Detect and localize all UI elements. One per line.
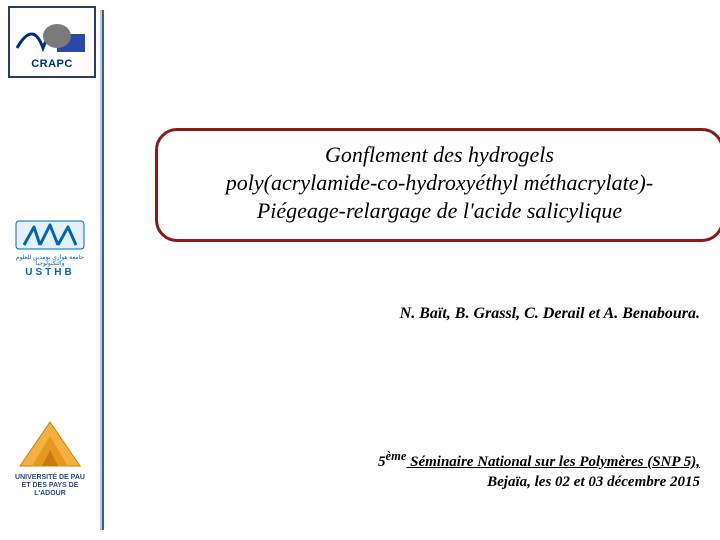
crapc-icon (13, 14, 91, 56)
authors-line: N. Baït, B. Grassl, C. Derail et A. Bena… (260, 305, 700, 323)
title-line-3: Piégeage-relargage de l'acide salicyliqu… (172, 197, 707, 225)
logo-crapc: CRAPC (8, 6, 96, 78)
conf-ordinal-num: 5 (378, 454, 386, 470)
pau-label: UNIVERSITÉ DE PAU ET DES PAYS DE L'ADOUR (8, 472, 92, 497)
usthb-icon (10, 215, 90, 255)
conf-line-2: Bejaïa, les 02 et 03 décembre 2015 (487, 474, 700, 490)
title-box: Gonflement des hydrogels poly(acrylamide… (155, 128, 720, 242)
crapc-label: CRAPC (31, 58, 73, 70)
title-line-1: Gonflement des hydrogels (172, 141, 707, 169)
usthb-label: USTHB (25, 267, 74, 278)
conf-ordinal-sup: ème (386, 449, 407, 463)
conf-line-1: Séminaire National sur les Polymères (SN… (406, 454, 700, 470)
side-accent-strip (100, 10, 104, 530)
logo-univ-pau: UNIVERSITÉ DE PAU ET DES PAYS DE L'ADOUR (8, 402, 92, 510)
usthb-arabic: جامعة هواري بومدين للعلوم والتكنولوجيا (8, 255, 92, 267)
conference-info: 5ème Séminaire National sur les Polymère… (260, 448, 700, 492)
pau-icon (10, 414, 90, 472)
title-line-2: poly(acrylamide-co-hydroxyéthyl méthacry… (172, 169, 707, 197)
slide: CRAPC جامعة هواري بومدين للعلوم والتكنول… (0, 0, 720, 540)
logo-usthb: جامعة هواري بومدين للعلوم والتكنولوجيا U… (8, 210, 92, 282)
